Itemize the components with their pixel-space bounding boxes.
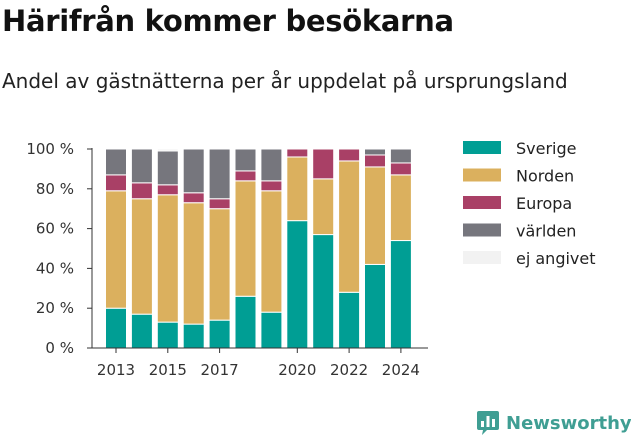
bar-Norden-2021 [312,178,335,236]
bar-Europa-2022 [338,148,361,162]
x-tick-label: 2017 [201,361,239,379]
bar-Norden-2014 [130,198,153,315]
bar-världen-2023 [364,148,386,156]
bar-världen-2016 [182,148,205,194]
bar-Europa-2016 [182,192,205,204]
bar-Sverige-2019 [260,311,283,349]
bar-Sverige-2024 [389,240,412,349]
bar-Sverige-2018 [234,295,257,349]
bar-Europa-2023 [364,154,386,168]
bar-Sverige-2023 [364,263,386,349]
bar-Europa-2020 [286,148,309,158]
newsworthy-brand[interactable]: Newsworthy [476,408,631,438]
legend-swatch-världen [463,223,501,237]
bar-Norden-2024 [389,174,412,242]
bar-världen-2019 [260,148,283,182]
bar-ej-angivet-2015 [156,148,179,152]
bar-Sverige-2021 [312,234,335,349]
legend-swatch-Europa [463,196,501,209]
bar-Norden-2019 [260,190,283,313]
bar-Sverige-2013 [105,307,127,349]
legend-label-världen: världen [516,222,576,241]
bar-Sverige-2014 [130,313,153,349]
legend-swatch-Sverige [463,141,501,154]
y-tick-label: 0 % [45,339,74,357]
axes: 0 % 20 % 40 % 60 % 80 % 100 % 2013 2015 2017 2020… [26,140,428,379]
x-tick-label: 2015 [149,361,187,379]
bar-Norden-2017 [208,208,231,321]
x-tick-label: 2013 [97,361,135,379]
bar-Norden-2015 [156,194,179,323]
bar-Norden-2020 [286,156,309,222]
chart-title: Härifrån kommer besökarna [2,4,454,38]
brand-name: Newsworthy [506,412,631,434]
bar-Norden-2022 [338,160,361,293]
bar-Sverige-2015 [156,321,179,349]
y-tick-label: 20 % [36,299,74,317]
legend: Sverige Norden Europa världen ej angivet [463,139,596,268]
bar-Norden-2023 [364,166,386,265]
bar-Europa-2024 [389,162,412,176]
y-tick-label: 60 % [36,220,74,238]
bar-group [105,148,412,349]
x-tick-label: 2020 [278,361,316,379]
bar-världen-2024 [389,148,412,164]
bar-Europa-2021 [312,148,335,180]
legend-label-Norden: Norden [516,167,574,186]
bar-Norden-2018 [234,180,257,297]
bar-Europa-2017 [208,198,231,210]
legend-label-Europa: Europa [516,194,572,213]
bar-världen-2014 [130,148,153,184]
legend-label-ej-angivet: ej angivet [516,249,596,268]
bar-Norden-2013 [105,190,127,309]
bar-Europa-2019 [260,180,283,192]
bar-världen-2015 [156,150,179,186]
x-tick-label: 2024 [382,361,420,379]
bar-Europa-2015 [156,184,179,196]
bar-Sverige-2020 [286,220,309,349]
legend-swatch-Norden [463,168,501,182]
legend-swatch-ej-angivet [463,251,501,264]
chart-subtitle: Andel av gästnätterna per år uppdelat på… [2,69,568,93]
x-tick-label: 2022 [330,361,368,379]
newsworthy-logo-icon [477,411,499,435]
bar-Sverige-2017 [208,319,231,349]
bar-Europa-2013 [105,174,127,192]
bar-världen-2017 [208,148,231,200]
y-tick-label: 40 % [36,259,74,277]
legend-label-Sverige: Sverige [516,139,577,158]
y-tick-label: 80 % [36,180,74,198]
y-tick-label: 100 % [26,140,74,158]
bar-världen-2018 [234,148,257,172]
bar-Norden-2016 [182,202,205,325]
bar-Sverige-2022 [338,291,361,349]
bar-Europa-2018 [234,170,257,182]
bar-Europa-2014 [130,182,153,200]
bar-världen-2013 [105,148,127,176]
bar-Sverige-2016 [182,323,205,349]
